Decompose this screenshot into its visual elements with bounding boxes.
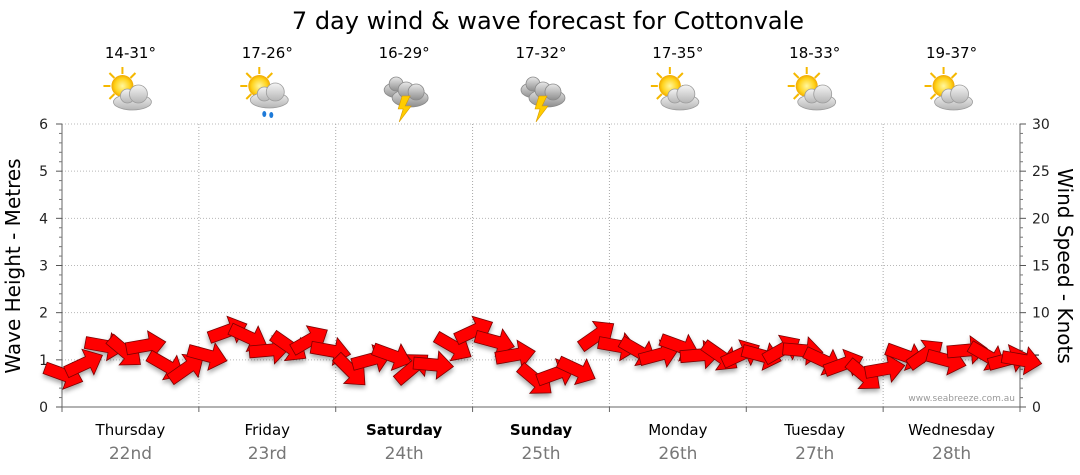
wind-arrow [494,339,536,369]
temp-range: 17-35° [652,44,703,62]
day-label: Wednesday [908,421,995,439]
storm-icon [383,76,429,123]
day-label: Tuesday [783,421,845,439]
chart-title: 7 day wind & wave forecast for Cottonval… [292,7,804,35]
day-column: 17-32° Sunday 25th [510,44,573,464]
credit-text: www.seabreeze.com.au [908,394,1015,404]
temp-range: 16-29° [379,44,430,62]
wind-arrow [63,348,103,379]
day-column: 17-35° Monday 26th [648,44,707,464]
wind-arrow [371,342,412,371]
wind-arrow [166,353,204,386]
left-tick-label: 3 [39,259,48,275]
right-tick-label: 20 [1032,211,1050,227]
day-column: 14-31° Thursday 22nd [95,44,166,464]
wind-arrow [124,330,167,360]
left-tick-label: 1 [39,353,48,369]
right-tick-label: 25 [1032,164,1050,180]
date-label: 22nd [109,444,152,464]
wind-arrow [1000,346,1043,376]
wind-arrow [863,353,906,383]
day-label: Monday [648,421,707,439]
sun-cloud-icon [102,66,153,111]
sun-cloud-icon [649,66,700,111]
temp-range: 17-32° [515,44,566,62]
day-column: 19-37° Wednesday 28th [908,44,995,464]
wind-arrow [289,325,328,356]
day-label: Sunday [510,421,573,439]
date-label: 23rd [248,444,287,464]
right-tick-label: 10 [1032,306,1050,322]
day-label: Friday [245,421,291,439]
wind-arrow [186,342,228,371]
sun-cloud-icon [786,66,837,111]
storm-icon [520,76,566,123]
temp-range: 17-26° [242,44,293,62]
right-tick-label: 0 [1032,400,1041,416]
date-label: 26th [658,444,697,464]
date-label: 28th [932,444,971,464]
wind-arrow [555,355,596,386]
wind-arrow [576,320,615,353]
left-tick-label: 5 [39,164,48,180]
day-column: 17-26° Friday 23rd [239,44,293,464]
date-label: 25th [521,444,560,464]
right-tick-label: 30 [1032,117,1050,133]
date-label: 27th [795,444,834,464]
left-tick-label: 4 [39,211,48,227]
sun-cloud-rain-icon [239,66,290,119]
wind-arrow [412,350,455,380]
temp-range: 18-33° [789,44,840,62]
day-label: Saturday [366,421,443,439]
left-tick-label: 6 [39,117,48,133]
date-label: 24th [385,444,424,464]
left-tick-label: 0 [39,400,48,416]
day-column: 18-33° Tuesday 27th [783,44,845,464]
day-label: Thursday [95,421,166,439]
sun-cloud-icon [923,66,974,111]
left-axis-label: Wave Height - Metres [1,158,25,373]
temp-range: 19-37° [926,44,977,62]
right-axis-label: Wind Speed - Knots [1053,168,1077,364]
temp-range: 14-31° [105,44,156,62]
right-tick-label: 15 [1032,259,1050,275]
left-tick-label: 2 [39,306,48,322]
day-column: 16-29° Saturday 24th [366,44,443,464]
